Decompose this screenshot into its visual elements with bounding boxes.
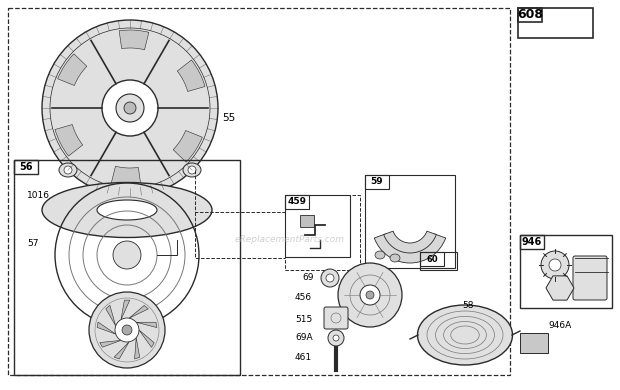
Text: 57: 57 bbox=[27, 239, 38, 248]
Ellipse shape bbox=[97, 200, 157, 220]
Circle shape bbox=[338, 263, 402, 327]
Text: 608: 608 bbox=[517, 9, 543, 21]
Circle shape bbox=[122, 325, 132, 335]
Circle shape bbox=[64, 166, 72, 174]
Wedge shape bbox=[384, 231, 436, 253]
Circle shape bbox=[116, 94, 144, 122]
Polygon shape bbox=[129, 305, 148, 318]
Text: 69A: 69A bbox=[295, 333, 312, 342]
Circle shape bbox=[366, 291, 374, 299]
Text: 456: 456 bbox=[295, 294, 312, 303]
Text: 69: 69 bbox=[302, 273, 314, 282]
Text: 515: 515 bbox=[295, 316, 312, 324]
Polygon shape bbox=[114, 342, 129, 359]
Wedge shape bbox=[173, 131, 202, 162]
Text: 59: 59 bbox=[371, 177, 383, 186]
Bar bbox=[365, 175, 455, 268]
Polygon shape bbox=[121, 300, 130, 320]
Circle shape bbox=[124, 102, 136, 114]
Bar bbox=[520, 235, 544, 249]
Polygon shape bbox=[97, 322, 116, 334]
Bar bbox=[518, 8, 542, 22]
Bar bbox=[420, 252, 457, 270]
Polygon shape bbox=[136, 322, 157, 328]
Circle shape bbox=[115, 318, 139, 342]
Ellipse shape bbox=[42, 183, 212, 238]
Bar bbox=[518, 8, 593, 38]
Circle shape bbox=[102, 80, 158, 136]
Circle shape bbox=[42, 20, 218, 196]
Circle shape bbox=[541, 251, 569, 279]
Circle shape bbox=[89, 292, 165, 368]
Polygon shape bbox=[100, 340, 121, 347]
Bar bbox=[285, 195, 350, 257]
Bar bbox=[365, 175, 389, 189]
Wedge shape bbox=[55, 124, 82, 156]
Wedge shape bbox=[374, 234, 446, 263]
Text: 58: 58 bbox=[462, 301, 474, 310]
Bar bbox=[300, 215, 314, 227]
Text: 459: 459 bbox=[288, 197, 306, 206]
Wedge shape bbox=[111, 166, 141, 186]
Wedge shape bbox=[58, 54, 87, 85]
Ellipse shape bbox=[183, 163, 201, 177]
Text: 56: 56 bbox=[19, 162, 33, 172]
Bar bbox=[520, 235, 612, 308]
Text: 1016: 1016 bbox=[27, 190, 50, 200]
Ellipse shape bbox=[375, 251, 385, 259]
Text: 55: 55 bbox=[222, 113, 235, 123]
Bar bbox=[520, 333, 548, 353]
Text: 60: 60 bbox=[426, 255, 438, 264]
Text: eReplacementParts.com: eReplacementParts.com bbox=[235, 236, 345, 245]
Bar bbox=[285, 195, 309, 209]
Circle shape bbox=[113, 241, 141, 269]
Ellipse shape bbox=[390, 254, 400, 262]
Circle shape bbox=[333, 335, 339, 341]
FancyBboxPatch shape bbox=[573, 256, 607, 300]
Circle shape bbox=[321, 269, 339, 287]
Circle shape bbox=[326, 274, 334, 282]
Bar bbox=[14, 160, 240, 375]
Wedge shape bbox=[119, 30, 149, 50]
Bar bbox=[14, 160, 38, 174]
Polygon shape bbox=[106, 305, 116, 326]
Ellipse shape bbox=[417, 305, 513, 365]
Text: 461: 461 bbox=[295, 353, 312, 362]
Circle shape bbox=[549, 259, 561, 271]
FancyBboxPatch shape bbox=[324, 307, 348, 329]
Ellipse shape bbox=[59, 163, 77, 177]
Polygon shape bbox=[139, 330, 154, 347]
Circle shape bbox=[360, 285, 380, 305]
Circle shape bbox=[188, 166, 196, 174]
Wedge shape bbox=[177, 60, 205, 92]
Text: 946A: 946A bbox=[548, 321, 571, 330]
Bar bbox=[8, 8, 510, 375]
Polygon shape bbox=[135, 338, 140, 359]
Bar bbox=[420, 252, 444, 266]
Bar bbox=[285, 195, 360, 270]
Text: 946: 946 bbox=[522, 237, 542, 247]
Circle shape bbox=[328, 330, 344, 346]
